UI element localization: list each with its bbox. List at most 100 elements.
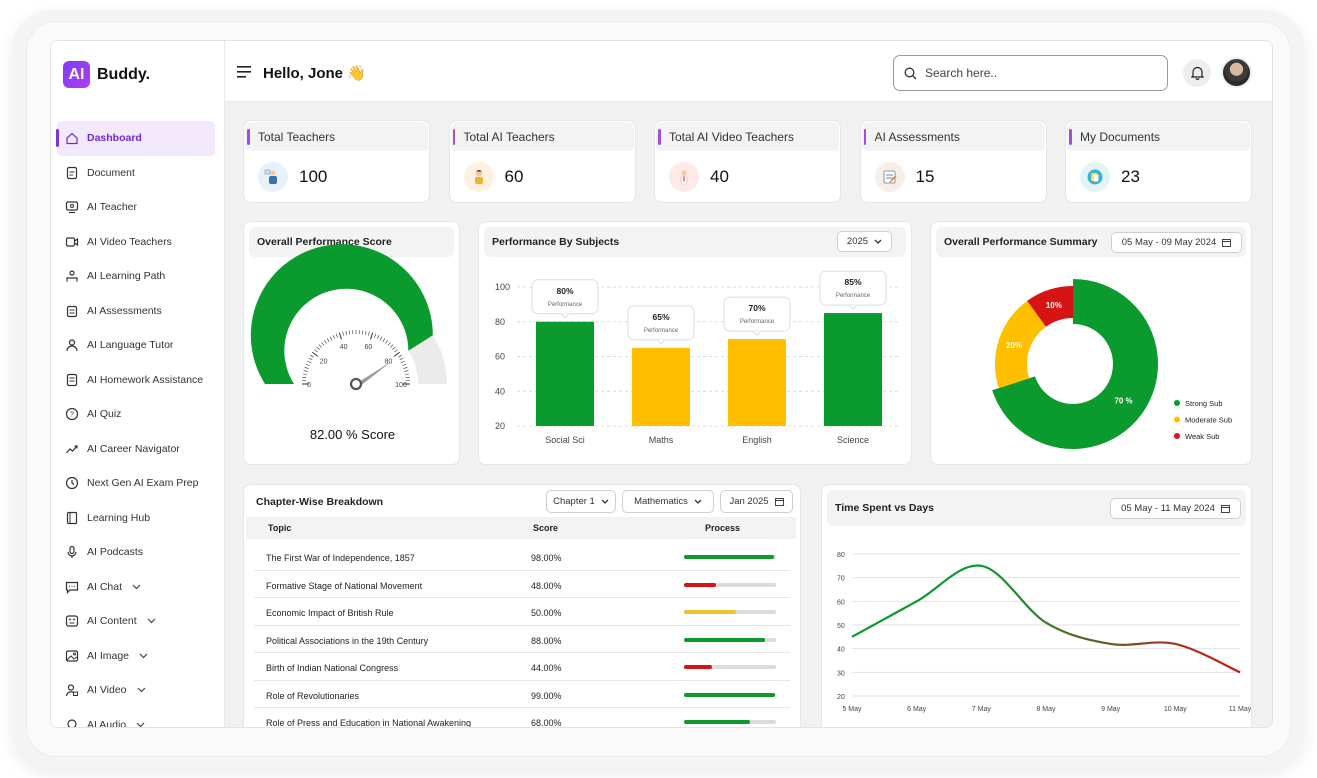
sidebar-item-ai-chat[interactable]: AI Chat — [57, 570, 215, 605]
sidebar-item-ai-content[interactable]: AI Content — [57, 604, 215, 639]
y-tick-label: 30 — [837, 670, 845, 677]
x-tick-label: 6 May — [907, 706, 927, 713]
sidebar-item-ai-quiz[interactable]: ? AI Quiz — [57, 397, 215, 432]
time-date-range[interactable]: 05 May - 11 May 2024 — [1110, 498, 1241, 519]
gauge-tick — [382, 338, 386, 342]
clipboard-icon — [65, 304, 79, 318]
y-tick-label: 20 — [495, 421, 505, 431]
sidebar-item-ai-audio[interactable]: AI Audio — [57, 708, 215, 728]
date-range-value: 05 May - 09 May 2024 — [1121, 236, 1217, 248]
home-icon — [65, 131, 79, 145]
gauge-tick — [374, 333, 377, 338]
sidebar-item-label: AI Homework Assistance — [87, 373, 204, 386]
quiz-icon: ? — [65, 407, 79, 421]
sidebar-item-label: Learning Hub — [87, 511, 151, 524]
donut-slice-moderate-sub[interactable] — [995, 300, 1046, 389]
chat-icon — [65, 580, 79, 594]
sidebar-item-label: AI Content — [87, 615, 137, 628]
path-icon — [65, 269, 79, 283]
y-tick-label: 50 — [837, 623, 845, 630]
time-chart-panel: Time Spent vs Days 05 May - 11 May 2024 … — [821, 484, 1252, 727]
donut-slice-weak-sub[interactable] — [1027, 286, 1073, 327]
menu-icon[interactable] — [237, 65, 253, 79]
y-tick-label: 80 — [837, 552, 845, 559]
sidebar-item-label: AI Learning Path — [87, 270, 166, 283]
notifications-button[interactable] — [1183, 59, 1211, 87]
search-input[interactable] — [925, 66, 1145, 80]
progress-fill — [684, 665, 712, 669]
bar-tooltip-caption: Performance — [740, 319, 775, 325]
subjects-chart-panel: Performance By Subjects 2025 100 80 60 40 20… — [478, 221, 912, 465]
user-avatar[interactable] — [1221, 57, 1252, 88]
legend-label: Weak Sub — [1185, 432, 1219, 441]
bar-english[interactable] — [728, 339, 786, 426]
stat-card-ai-assessments[interactable]: AI Assessments 15 — [859, 120, 1047, 203]
stat-card-my-documents[interactable]: My Documents 23 — [1065, 120, 1252, 203]
bar-tooltip-pointer — [656, 339, 666, 345]
score-cell: 68.00% — [531, 718, 562, 728]
gauge-fill — [250, 244, 433, 384]
app-logo[interactable]: AI Buddy. — [63, 61, 150, 88]
progress-bar — [684, 720, 776, 724]
sidebar-item-ai-career-navigator[interactable]: AI Career Navigator — [57, 432, 215, 467]
stat-value: 60 — [504, 167, 524, 186]
bar-tooltip-pointer — [752, 330, 762, 336]
legend-label: Moderate Sub — [1185, 416, 1232, 425]
sidebar-item-ai-teacher[interactable]: AI Teacher — [57, 190, 215, 225]
gauge-tick — [321, 342, 325, 346]
sidebar-item-ai-language-tutor[interactable]: AI Language Tutor — [57, 328, 215, 363]
stat-card-total-teachers[interactable]: Total Teachers 100 — [243, 120, 430, 203]
sidebar-item-label: Dashboard — [87, 132, 142, 145]
gauge-tick — [332, 335, 335, 339]
table-row[interactable]: Formative Stage of National Movement 48.0… — [254, 571, 790, 598]
bar-social-sci[interactable] — [536, 321, 594, 426]
documents-icon — [1080, 162, 1110, 192]
summary-date-range[interactable]: 05 May - 09 May 2024 — [1111, 232, 1242, 253]
stat-value: 23 — [1121, 167, 1140, 186]
bar-maths[interactable] — [632, 347, 690, 426]
gauge-tick — [385, 340, 388, 344]
sidebar-item-ai-homework-assistance[interactable]: AI Homework Assistance — [57, 363, 215, 398]
chevron-down-icon — [874, 239, 882, 244]
table-row[interactable]: The First War of Independence, 1857 98.00… — [254, 543, 790, 571]
sidebar-item-ai-podcasts[interactable]: AI Podcasts — [57, 535, 215, 570]
stat-card-total-ai-video-teachers[interactable]: Total AI Video Teachers 40 — [654, 120, 841, 203]
bar-science[interactable] — [824, 313, 882, 426]
sidebar-item-dashboard[interactable]: Dashboard — [56, 121, 215, 156]
x-tick-label: 8 May — [1036, 706, 1056, 713]
sidebar-item-ai-learning-path[interactable]: AI Learning Path — [57, 259, 215, 294]
donut-slice-strong-sub[interactable] — [992, 279, 1158, 449]
table-row[interactable]: Role of Revolutionaries 99.00% — [254, 681, 790, 708]
stat-card-total-ai-teachers[interactable]: Total AI Teachers 60 — [448, 120, 636, 203]
sidebar-item-ai-video-teachers[interactable]: AI Video Teachers — [57, 225, 215, 260]
sidebar-item-label: AI Teacher — [87, 201, 138, 214]
gauge-tick — [305, 363, 310, 366]
search-box[interactable] — [893, 55, 1168, 91]
score-cell: 44.00% — [531, 663, 562, 673]
chevron-down-icon — [601, 499, 609, 504]
sidebar-item-ai-video[interactable]: AI Video — [57, 673, 215, 708]
chapter-breakdown-panel: Chapter-Wise Breakdown Chapter 1 Mathema… — [243, 484, 801, 728]
gauge-score-label: 82.00 % Score — [309, 427, 396, 442]
sidebar-item-document[interactable]: Document — [57, 156, 215, 191]
table-row[interactable]: Role of Press and Education in National … — [254, 708, 790, 728]
subjects-bar-chart: 100 80 60 40 20 Social Sci 80% Performance Maths… — [495, 270, 901, 445]
sidebar-item-ai-image[interactable]: AI Image — [57, 639, 215, 674]
year-select[interactable]: 2025 — [837, 231, 892, 252]
sidebar-item-ai-assessments[interactable]: AI Assessments — [57, 294, 215, 329]
table-row[interactable]: Political Associations in the 19th Centu… — [254, 626, 790, 653]
month-select[interactable]: Jan 2025 — [720, 490, 793, 513]
subject-select[interactable]: Mathematics — [622, 490, 714, 513]
time-series-line — [851, 564, 1241, 674]
chapter-select[interactable]: Chapter 1 — [546, 490, 616, 513]
x-tick-label: 9 May — [1101, 706, 1121, 713]
document-icon — [65, 166, 79, 180]
progress-fill — [684, 637, 765, 642]
gauge-tick-label: 20 — [320, 358, 328, 365]
table-row[interactable]: Birth of Indian National Congress 44.00% — [254, 653, 790, 681]
sidebar-item-label: AI Audio — [87, 718, 127, 728]
sidebar-item-next-gen-ai-exam-prep[interactable]: Next Gen AI Exam Prep — [57, 466, 215, 501]
gauge-tick — [310, 354, 314, 358]
sidebar-item-learning-hub[interactable]: Learning Hub — [57, 501, 215, 536]
table-row[interactable]: Economic Impact of British Rule 50.00% — [254, 598, 790, 626]
